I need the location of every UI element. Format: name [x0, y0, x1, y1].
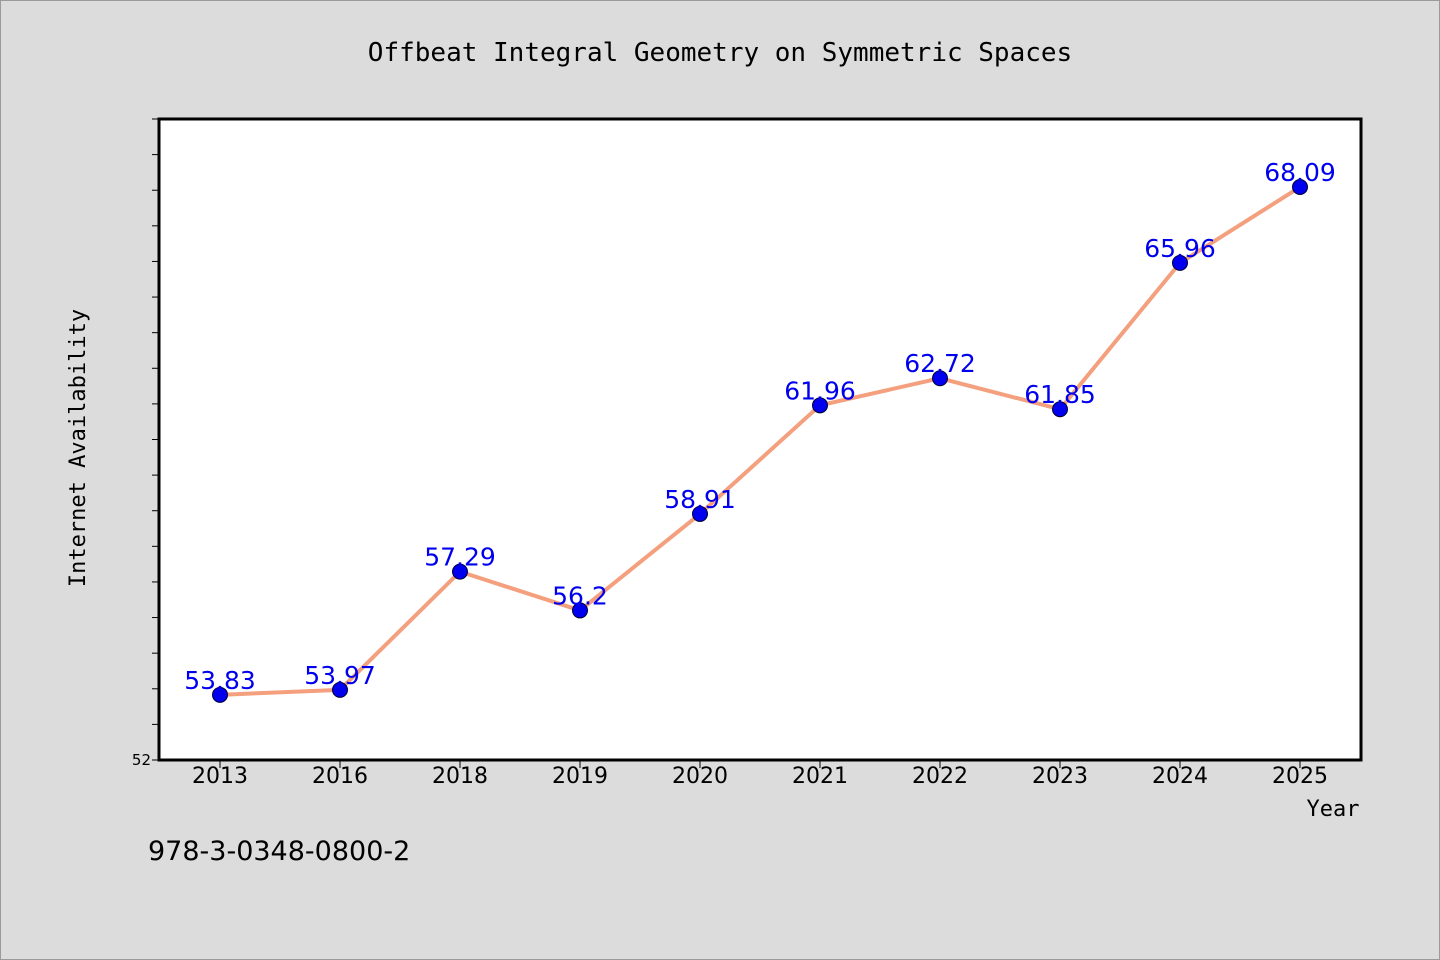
data-markers	[212, 179, 1308, 703]
data-label: 53.83	[184, 666, 256, 695]
data-point	[572, 602, 588, 619]
x-tick-label: 2016	[312, 764, 368, 789]
data-labels: 53.83 53.97 57.29 56.2 58.91 61.96 62.72 61.85 6…	[184, 158, 1336, 695]
data-label: 61.85	[1024, 380, 1096, 409]
data-label: 53.97	[304, 661, 376, 690]
data-label: 58.91	[664, 485, 736, 514]
x-tick-label: 2019	[552, 764, 608, 789]
data-point	[1292, 179, 1308, 196]
data-point	[932, 370, 948, 387]
y-axis-ticks: 52	[132, 118, 159, 769]
chart-title: Offbeat Integral Geometry on Symmetric S…	[368, 38, 1072, 68]
data-point	[332, 681, 348, 698]
data-label: 68.09	[1264, 158, 1336, 187]
data-label: 56.2	[552, 581, 608, 610]
x-axis-ticks: 2013 2016 2018 2019 2020 2021 2022 2023 2024 2025	[192, 760, 1328, 789]
x-tick-label: 2025	[1272, 764, 1328, 789]
x-tick-label: 2022	[912, 764, 968, 789]
data-point	[692, 505, 708, 522]
data-label: 62.72	[904, 349, 976, 378]
y-axis-title: Internet Availability	[66, 309, 91, 587]
x-tick-label: 2023	[1032, 764, 1088, 789]
data-point	[1172, 254, 1188, 271]
x-axis-title: Year	[1307, 797, 1360, 822]
y-tick-label: 52	[132, 751, 151, 769]
data-point	[812, 397, 828, 414]
data-label: 57.29	[424, 543, 496, 572]
data-label: 61.96	[784, 376, 856, 405]
series-line	[219, 185, 1302, 697]
x-tick-label: 2013	[192, 764, 248, 789]
isbn-label: 978-3-0348-0800-2	[148, 836, 411, 867]
data-point	[212, 686, 228, 703]
x-tick-label: 2018	[432, 764, 488, 789]
x-tick-label: 2021	[792, 764, 848, 789]
data-point	[452, 563, 468, 580]
data-point	[1052, 401, 1068, 418]
plot-area	[157, 117, 1363, 762]
x-tick-label: 2020	[672, 764, 728, 789]
data-label: 65.96	[1144, 234, 1216, 263]
x-tick-label: 2024	[1152, 764, 1208, 789]
